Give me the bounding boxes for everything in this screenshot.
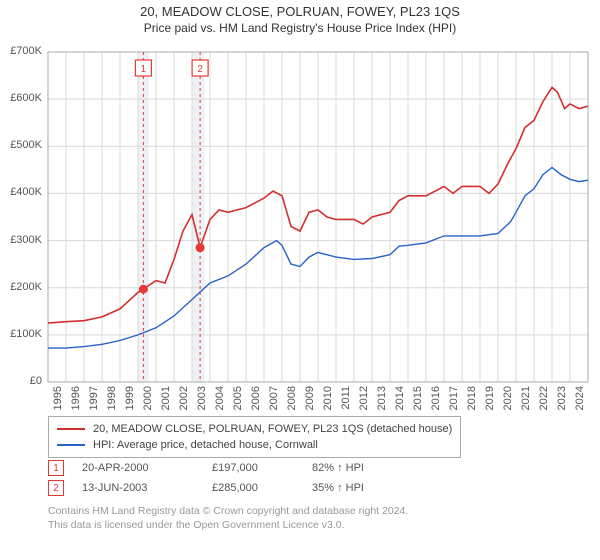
title-subtitle: Price paid vs. HM Land Registry's House … [0, 21, 600, 35]
x-axis-label: 2012 [358, 386, 370, 416]
attribution-line: This data is licensed under the Open Gov… [48, 518, 408, 532]
x-axis-label: 1995 [52, 386, 64, 416]
sale-price: £285,000 [212, 482, 312, 494]
chart-titles: 20, MEADOW CLOSE, POLRUAN, FOWEY, PL23 1… [0, 0, 600, 35]
sale-pct: 82% ↑ HPI [312, 462, 412, 474]
sales-row: 2 13-JUN-2003 £285,000 35% ↑ HPI [48, 478, 412, 498]
x-axis-label: 2002 [178, 386, 190, 416]
x-axis-label: 2020 [502, 386, 514, 416]
y-axis-label: £0 [0, 375, 42, 387]
x-axis-label: 2019 [484, 386, 496, 416]
sale-pct: 35% ↑ HPI [312, 482, 412, 494]
x-axis-label: 2014 [394, 386, 406, 416]
x-axis-label: 2006 [250, 386, 262, 416]
x-axis-label: 2011 [340, 386, 352, 416]
x-axis-label: 2005 [232, 386, 244, 416]
sales-table: 1 20-APR-2000 £197,000 82% ↑ HPI 2 13-JU… [48, 458, 412, 498]
title-address: 20, MEADOW CLOSE, POLRUAN, FOWEY, PL23 1… [0, 4, 600, 19]
y-axis-label: £200K [0, 281, 42, 293]
chart-svg: 12 [0, 40, 600, 410]
sale-date: 20-APR-2000 [82, 462, 212, 474]
x-axis-label: 1998 [106, 386, 118, 416]
legend-row: HPI: Average price, detached house, Corn… [57, 437, 452, 453]
legend-label: HPI: Average price, detached house, Corn… [93, 439, 318, 451]
attribution: Contains HM Land Registry data © Crown c… [48, 504, 408, 532]
sale-marker-2: 2 [48, 480, 64, 496]
x-axis-label: 2016 [430, 386, 442, 416]
y-axis-label: £300K [0, 234, 42, 246]
x-axis-label: 2003 [196, 386, 208, 416]
x-axis-label: 1996 [70, 386, 82, 416]
sales-row: 1 20-APR-2000 £197,000 82% ↑ HPI [48, 458, 412, 478]
x-axis-label: 2009 [304, 386, 316, 416]
legend-swatch-hpi [57, 444, 85, 446]
x-axis-label: 1999 [124, 386, 136, 416]
x-axis-label: 2007 [268, 386, 280, 416]
x-axis-label: 2001 [160, 386, 172, 416]
x-axis-label: 2023 [556, 386, 568, 416]
x-axis-label: 2017 [448, 386, 460, 416]
legend-swatch-property [57, 428, 85, 430]
y-axis-label: £100K [0, 328, 42, 340]
y-axis-label: £600K [0, 92, 42, 104]
x-axis-label: 2021 [520, 386, 532, 416]
y-axis-label: £400K [0, 186, 42, 198]
y-axis-label: £700K [0, 45, 42, 57]
x-axis-label: 2000 [142, 386, 154, 416]
x-axis-label: 1997 [88, 386, 100, 416]
x-axis-label: 2013 [376, 386, 388, 416]
legend-row: 20, MEADOW CLOSE, POLRUAN, FOWEY, PL23 1… [57, 421, 452, 437]
attribution-line: Contains HM Land Registry data © Crown c… [48, 504, 408, 518]
x-axis-label: 2024 [574, 386, 586, 416]
x-axis-label: 2022 [538, 386, 550, 416]
legend: 20, MEADOW CLOSE, POLRUAN, FOWEY, PL23 1… [48, 416, 461, 458]
sale-marker-1: 1 [48, 460, 64, 476]
x-axis-label: 2008 [286, 386, 298, 416]
chart-area: 12 £0£100K£200K£300K£400K£500K£600K£700K… [0, 40, 600, 410]
y-axis-label: £500K [0, 139, 42, 151]
svg-text:2: 2 [197, 64, 203, 75]
legend-label: 20, MEADOW CLOSE, POLRUAN, FOWEY, PL23 1… [93, 423, 452, 435]
x-axis-label: 2004 [214, 386, 226, 416]
sale-date: 13-JUN-2003 [82, 482, 212, 494]
svg-text:1: 1 [141, 64, 147, 75]
sale-price: £197,000 [212, 462, 312, 474]
x-axis-label: 2018 [466, 386, 478, 416]
x-axis-label: 2010 [322, 386, 334, 416]
x-axis-label: 2015 [412, 386, 424, 416]
